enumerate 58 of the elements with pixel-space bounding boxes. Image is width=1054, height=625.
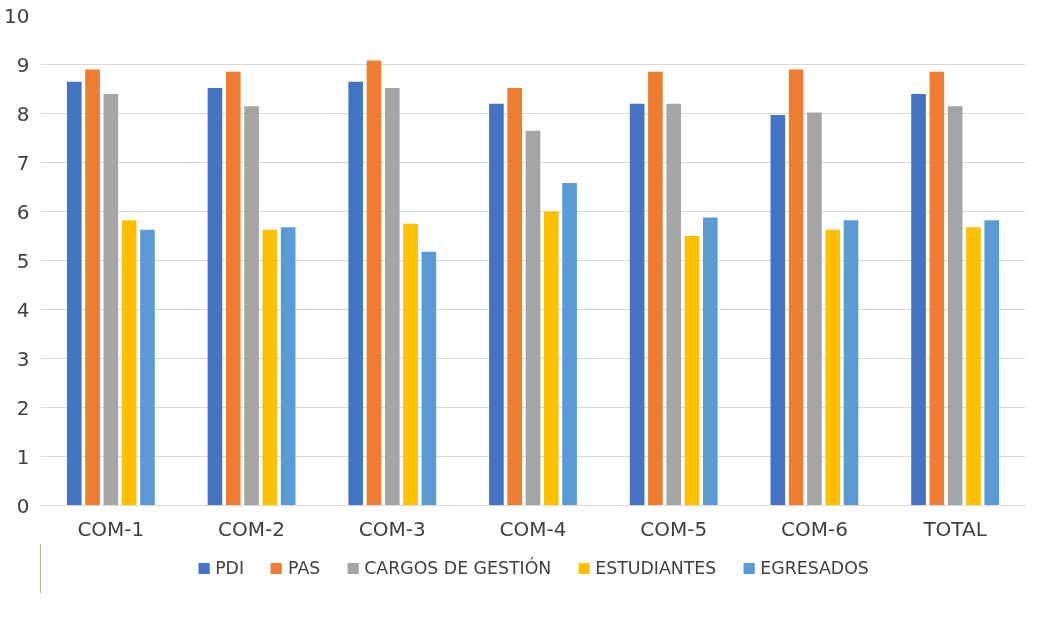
x-tick-label: COM-4: [499, 516, 567, 541]
bar: [562, 183, 577, 506]
y-tick-label: 0: [16, 493, 30, 518]
bar: [66, 81, 82, 506]
bar: [543, 211, 559, 506]
y-tick-label: 6: [16, 199, 30, 224]
bar: [507, 88, 523, 506]
bar: [929, 71, 945, 506]
bar: [244, 106, 259, 506]
bar: [489, 103, 504, 506]
bar: [807, 112, 822, 506]
bar: [770, 114, 786, 506]
y-tick-label: 9: [16, 52, 30, 77]
y-tick-label: 8: [16, 101, 30, 126]
bar: [911, 93, 926, 506]
bar: [825, 229, 841, 506]
y-tick-label: 4: [16, 297, 30, 322]
bar: [348, 81, 364, 506]
legend-label: CARGOS DE GESTIÓN: [364, 558, 552, 578]
legend-label: EGRESADOS: [760, 558, 869, 578]
bar: [984, 220, 1000, 506]
y-tick-label: 5: [16, 248, 30, 273]
bar: [403, 223, 418, 506]
bar: [421, 251, 437, 506]
bar: [666, 103, 682, 506]
x-tick-label: COM-6: [780, 516, 848, 541]
y-tick-label: 1: [16, 444, 30, 469]
bar: [280, 227, 296, 506]
legend-label: ESTUDIANTES: [595, 558, 717, 578]
x-tick-label: COM-1: [77, 516, 145, 541]
y-tick-label: 10: [4, 3, 30, 28]
bar: [121, 220, 137, 506]
bar: [947, 106, 963, 506]
bar: [103, 93, 119, 506]
bar: [702, 217, 718, 506]
bar: [966, 227, 981, 506]
bar: [207, 88, 223, 506]
bar: [140, 229, 155, 506]
x-tick-label: TOTAL: [922, 516, 988, 541]
bar: [843, 220, 859, 506]
bar: [85, 69, 100, 506]
x-tick-label: COM-2: [218, 516, 286, 541]
legend-label: PAS: [288, 558, 321, 578]
bar: [788, 69, 804, 506]
bar: [384, 88, 400, 506]
bar: [366, 60, 382, 506]
bar: [684, 236, 700, 506]
bar: [525, 130, 541, 506]
y-tick-label: 7: [16, 150, 30, 175]
bar: [262, 229, 278, 506]
bar: [225, 71, 241, 506]
y-tick-label: 2: [16, 395, 30, 420]
x-tick-label: COM-5: [640, 516, 708, 541]
y-tick-label: 3: [16, 346, 30, 371]
bar: [648, 71, 663, 506]
legend-label: PDI: [215, 558, 245, 578]
bar: [629, 103, 645, 506]
x-tick-label: COM-3: [358, 516, 426, 541]
